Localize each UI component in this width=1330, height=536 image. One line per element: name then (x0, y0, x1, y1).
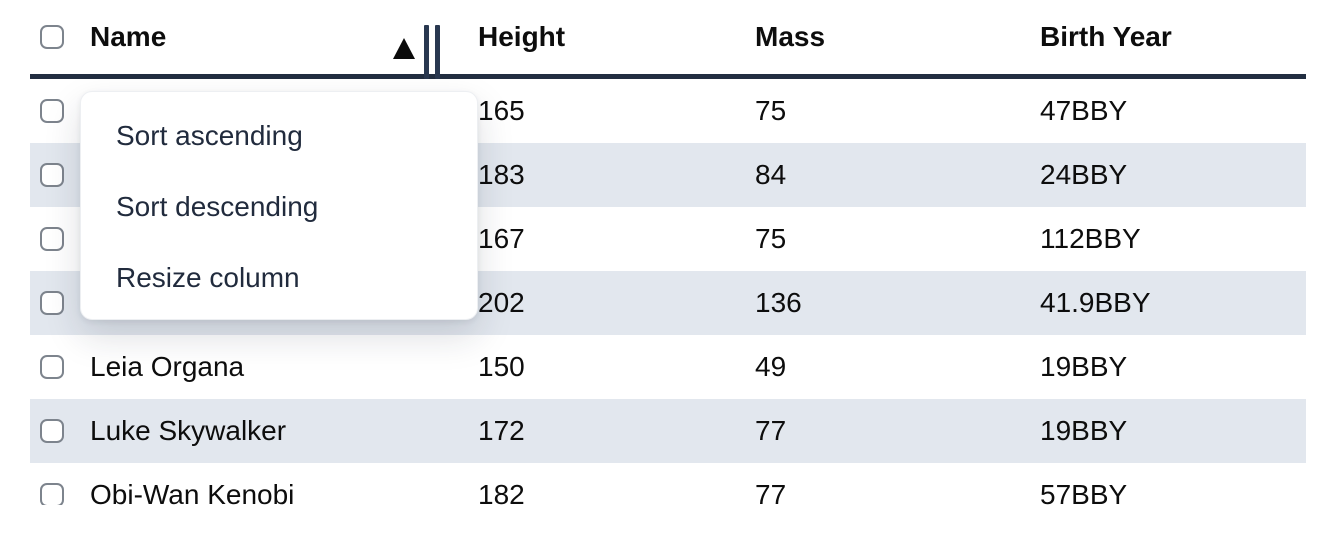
cell-height: 182 (478, 479, 525, 505)
table-row: 202 136 41.9BBY (30, 271, 1306, 335)
table-row: Obi-Wan Kenobi 182 77 57BBY (30, 463, 1306, 505)
cell-birth-year: 24BBY (1040, 159, 1128, 190)
column-header-mass-label: Mass (755, 21, 826, 52)
select-cell (30, 99, 90, 123)
table-header-row: Name Height Mass Birth Year (30, 0, 1306, 79)
row-checkbox[interactable] (40, 163, 64, 187)
table-row: Luke Skywalker 172 77 19BBY (30, 399, 1306, 463)
cell-height: 172 (478, 415, 525, 446)
cell-birth-year: 19BBY (1040, 351, 1128, 382)
column-resize-handle-icon[interactable] (424, 25, 440, 79)
cell-height: 165 (478, 95, 525, 126)
cell-mass: 84 (755, 159, 787, 190)
select-cell (30, 291, 90, 315)
row-checkbox[interactable] (40, 227, 64, 251)
resize-bar-left (424, 25, 429, 79)
select-cell (30, 163, 90, 187)
table-row: 167 75 112BBY (30, 207, 1306, 271)
menu-item-sort-ascending[interactable]: Sort ascending (116, 119, 303, 151)
row-checkbox[interactable] (40, 291, 64, 315)
table-row: Leia Organa 150 49 19BBY (30, 335, 1306, 399)
column-header-birth-year-label: Birth Year (1040, 21, 1172, 52)
cell-mass: 77 (755, 479, 787, 505)
cell-mass: 49 (755, 351, 787, 382)
cell-height: 183 (478, 159, 525, 190)
select-all-checkbox[interactable] (40, 25, 64, 49)
cell-birth-year: 41.9BBY (1040, 287, 1151, 318)
select-cell (30, 483, 90, 505)
cell-mass: 75 (755, 95, 787, 126)
column-context-menu: Sort ascending Sort descending Resize co… (80, 91, 478, 320)
select-cell (30, 227, 90, 251)
select-cell (30, 355, 90, 379)
data-table: Name Height Mass Birth Year 165 75 47BBY… (30, 0, 1306, 505)
row-checkbox[interactable] (40, 483, 64, 505)
cell-mass: 77 (755, 415, 787, 446)
row-checkbox[interactable] (40, 355, 64, 379)
select-cell (30, 419, 90, 443)
menu-item-sort-descending[interactable]: Sort descending (116, 190, 319, 222)
cell-mass: 75 (755, 223, 787, 254)
cell-name: Luke Skywalker (90, 415, 287, 446)
select-all-cell (30, 25, 90, 49)
menu-item-resize-column[interactable]: Resize column (116, 261, 300, 293)
row-checkbox[interactable] (40, 419, 64, 443)
column-header-height[interactable]: Height (460, 21, 737, 53)
cell-mass: 136 (755, 287, 802, 318)
column-header-birth-year[interactable]: Birth Year (1022, 21, 1306, 53)
resize-bar-right (435, 25, 440, 79)
cell-birth-year: 57BBY (1040, 479, 1128, 505)
cell-height: 167 (478, 223, 525, 254)
cell-height: 202 (478, 287, 525, 318)
column-header-height-label: Height (478, 21, 566, 52)
column-header-mass[interactable]: Mass (737, 21, 1022, 53)
sort-ascending-triangle-icon (393, 38, 415, 59)
column-header-name-label: Name (90, 21, 167, 52)
cell-height: 150 (478, 351, 525, 382)
column-header-name[interactable]: Name (90, 21, 460, 53)
cell-birth-year: 47BBY (1040, 95, 1128, 126)
cell-birth-year: 112BBY (1040, 223, 1141, 254)
cell-name: Obi-Wan Kenobi (90, 479, 295, 505)
cell-name: Leia Organa (90, 351, 245, 382)
table-row: 165 75 47BBY (30, 79, 1306, 143)
row-checkbox[interactable] (40, 99, 64, 123)
cell-birth-year: 19BBY (1040, 415, 1128, 446)
